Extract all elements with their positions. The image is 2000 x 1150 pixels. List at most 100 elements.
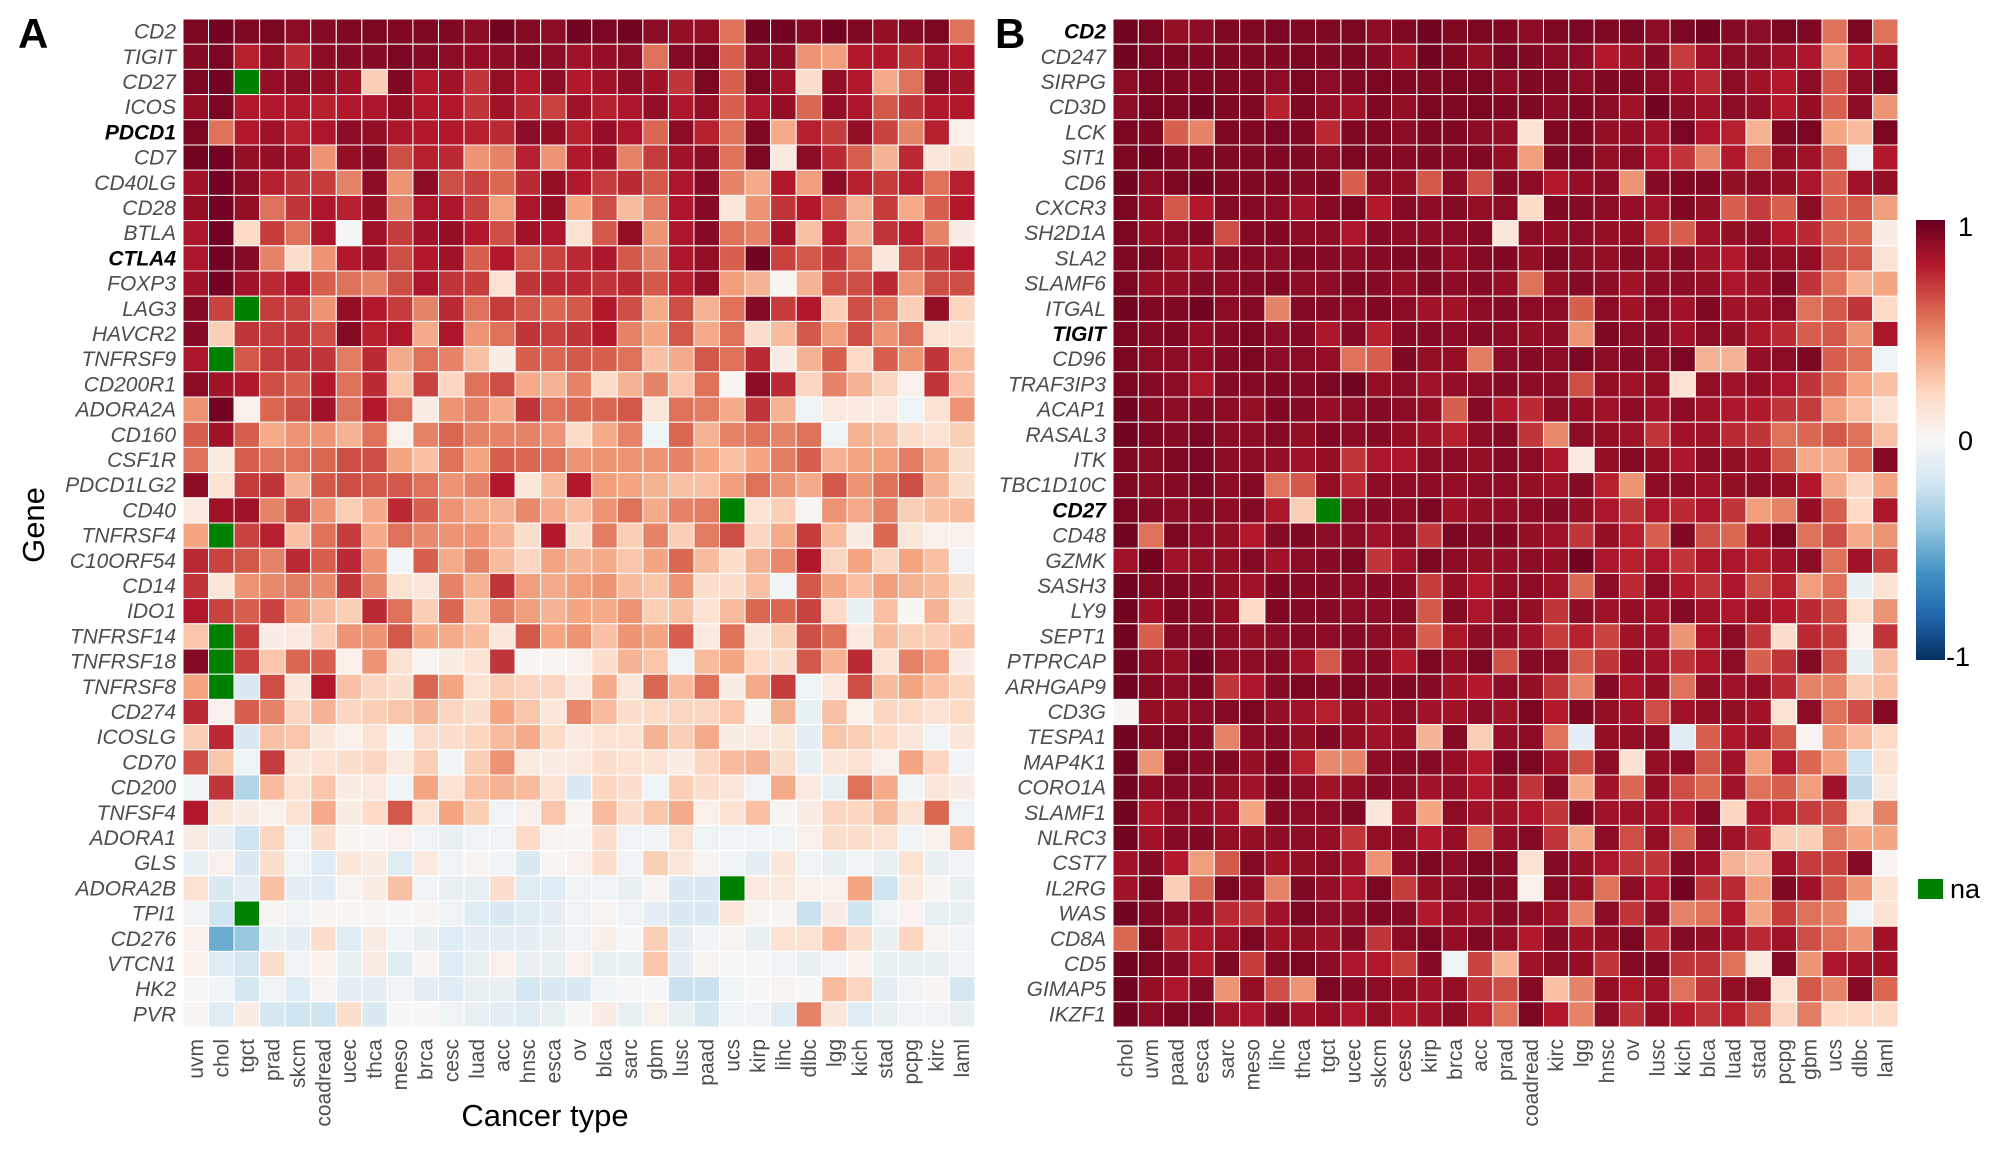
- heatmap-cell: [1618, 875, 1646, 902]
- heatmap-cell: [1618, 698, 1646, 726]
- heatmap-cell: [514, 572, 542, 600]
- heatmap-cell: [693, 144, 721, 171]
- heatmap-cell: [1517, 194, 1544, 222]
- heatmap-cell: [1669, 749, 1696, 776]
- heatmap-cell: [591, 497, 618, 524]
- heatmap-cell: [1770, 522, 1798, 549]
- heatmap-cell: [1391, 421, 1418, 448]
- heatmap-cell: [1593, 522, 1620, 549]
- heatmap-cell: [1618, 497, 1646, 524]
- heatmap-cell: [642, 900, 669, 927]
- heatmap-cell: [540, 774, 567, 801]
- heatmap-cell: [821, 875, 848, 902]
- heatmap-cell: [744, 875, 772, 902]
- heatmap-cell: [1517, 698, 1544, 726]
- heatmap-cell: [719, 673, 746, 700]
- heatmap-cell: [233, 950, 261, 978]
- heatmap-cell: [1315, 194, 1342, 222]
- heatmap-cell: [1770, 245, 1798, 272]
- heatmap-cell: [1213, 850, 1241, 877]
- heatmap-cell: [744, 270, 772, 297]
- heatmap-cell: [1441, 194, 1469, 222]
- heatmap-cell: [463, 799, 491, 826]
- heatmap-cell: [1264, 220, 1291, 247]
- column-label: chol: [210, 1039, 233, 1078]
- column-label: brca: [1444, 1039, 1467, 1080]
- heatmap-cell: [1745, 698, 1772, 726]
- heatmap-cell: [1239, 119, 1266, 146]
- heatmap-cell: [846, 245, 874, 272]
- column-label: skcm: [287, 1039, 310, 1088]
- heatmap-cell: [1112, 371, 1139, 398]
- heatmap-cell: [948, 824, 976, 852]
- heatmap-cell: [361, 799, 388, 826]
- heatmap-cell: [514, 94, 542, 121]
- heatmap-cell: [310, 522, 337, 549]
- heatmap-cell: [1618, 900, 1646, 927]
- heatmap-cell: [1188, 43, 1215, 70]
- heatmap-cell: [1644, 18, 1671, 45]
- heatmap-cell: [463, 774, 491, 801]
- heatmap-cell: [437, 724, 465, 751]
- heatmap-cell: [1770, 774, 1798, 801]
- heatmap-cell: [770, 320, 797, 348]
- heatmap-cell: [437, 396, 465, 423]
- heatmap-cell: [872, 824, 899, 852]
- heatmap-cell: [361, 94, 388, 121]
- heatmap-cell: [846, 43, 874, 70]
- heatmap-cell: [616, 1001, 644, 1028]
- heatmap-cell: [1365, 875, 1393, 902]
- heatmap-cell: [463, 346, 491, 373]
- heatmap-cell: [872, 749, 899, 776]
- heatmap-cell: [719, 346, 746, 373]
- heatmap-cell: [1492, 774, 1519, 801]
- heatmap-cell: [1821, 446, 1848, 474]
- heatmap-cell: [208, 43, 235, 70]
- heatmap-cell: [897, 648, 925, 675]
- heatmap-cell: [1846, 623, 1874, 650]
- heatmap-cell: [821, 295, 848, 322]
- heatmap-cell: [591, 900, 618, 927]
- heatmap-cell: [1720, 749, 1747, 776]
- heatmap-cell: [1821, 976, 1848, 1003]
- heatmap-cell: [1315, 522, 1342, 549]
- heatmap-cell: [1289, 799, 1317, 826]
- heatmap-cell: [1467, 950, 1494, 978]
- heatmap-cell: [565, 43, 593, 70]
- heatmap-cell: [1644, 799, 1671, 826]
- heatmap-cell: [437, 270, 465, 297]
- heatmap-cell: [846, 119, 874, 146]
- heatmap-cell: [1568, 799, 1595, 826]
- heatmap-cell: [412, 270, 439, 297]
- heatmap-cell: [335, 421, 363, 448]
- heatmap-cell: [463, 270, 491, 297]
- heatmap-cell: [770, 18, 797, 45]
- heatmap-cell: [437, 320, 465, 348]
- heatmap-cell: [1289, 346, 1317, 373]
- heatmap-cell: [1340, 598, 1367, 625]
- heatmap-cell: [208, 522, 235, 549]
- heatmap-cell: [1163, 220, 1190, 247]
- heatmap-cell: [540, 472, 567, 499]
- heatmap-cell: [1720, 94, 1747, 121]
- heatmap-cell: [1213, 724, 1241, 751]
- heatmap-cell: [872, 774, 899, 801]
- heatmap-cell: [795, 169, 823, 196]
- column-label: stad: [875, 1039, 898, 1079]
- column-label: thca: [1292, 1039, 1315, 1079]
- heatmap-cell: [1188, 497, 1215, 524]
- heatmap-cell: [361, 43, 388, 70]
- heatmap-cell: [923, 572, 950, 600]
- heatmap-cell: [948, 144, 976, 171]
- heatmap-cell: [821, 43, 848, 70]
- heatmap-cell: [923, 43, 950, 70]
- heatmap-cell: [1644, 320, 1671, 348]
- heatmap-cell: [412, 875, 439, 902]
- heatmap-cell: [284, 119, 312, 146]
- heatmap-cell: [565, 472, 593, 499]
- heatmap-cell: [770, 270, 797, 297]
- heatmap-cell: [923, 194, 950, 222]
- heatmap-cell: [642, 497, 669, 524]
- heatmap-cell: [1264, 950, 1291, 978]
- heatmap-cell: [1239, 673, 1266, 700]
